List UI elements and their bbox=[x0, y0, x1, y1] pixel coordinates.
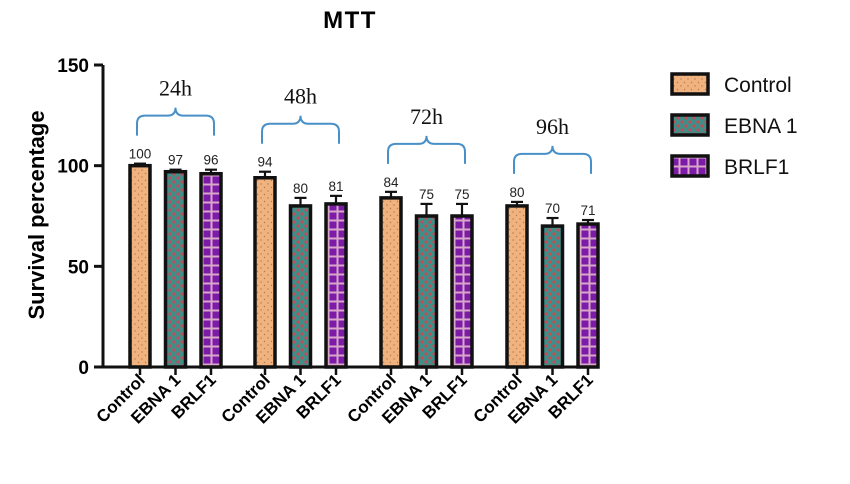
data-label: 70 bbox=[545, 201, 560, 216]
legend-label: Control bbox=[724, 74, 792, 97]
data-label: 71 bbox=[580, 203, 595, 218]
bar-2-0 bbox=[379, 196, 403, 369]
group-bracket bbox=[136, 107, 215, 136]
bar-2-2 bbox=[450, 214, 474, 369]
legend-swatch-1 bbox=[670, 113, 710, 137]
data-label: 84 bbox=[383, 175, 399, 190]
group-bracket bbox=[513, 145, 592, 174]
y-tick-label: 50 bbox=[68, 257, 89, 278]
y-tick-label: 100 bbox=[57, 157, 89, 178]
bar-1-1 bbox=[288, 204, 313, 369]
group-label: 48h bbox=[284, 84, 317, 109]
data-label: 75 bbox=[454, 187, 469, 202]
legend: Control EBNA 1 BRLF1 bbox=[670, 72, 798, 179]
legend-swatch-2 bbox=[670, 154, 710, 178]
data-label: 100 bbox=[129, 147, 152, 162]
data-label: 80 bbox=[509, 185, 524, 200]
data-label: 80 bbox=[293, 181, 308, 196]
legend-swatch-0 bbox=[670, 72, 710, 96]
bar-3-1 bbox=[540, 224, 565, 369]
group-label: 72h bbox=[410, 104, 443, 129]
legend-label: BRLF1 bbox=[724, 156, 789, 179]
group-label: 24h bbox=[159, 76, 192, 101]
data-label: 94 bbox=[257, 155, 273, 170]
bar-2-1 bbox=[414, 214, 439, 369]
bar-0-2 bbox=[199, 171, 223, 369]
data-label: 81 bbox=[328, 179, 343, 194]
group-bracket bbox=[261, 115, 340, 144]
y-axis: 0 50 100 150 bbox=[57, 56, 105, 379]
bar-3-0 bbox=[505, 204, 529, 369]
legend-label: EBNA 1 bbox=[724, 115, 798, 138]
data-label: 75 bbox=[419, 187, 434, 202]
y-tick-label: 0 bbox=[78, 358, 89, 379]
bar-0-0 bbox=[128, 163, 152, 369]
data-label: 96 bbox=[203, 153, 218, 168]
bar-1-0 bbox=[253, 175, 277, 369]
data-label: 97 bbox=[168, 153, 183, 168]
bar-3-2 bbox=[576, 222, 600, 369]
group-brackets: 24h 48h 72h 96h bbox=[136, 76, 592, 174]
y-tick-label: 150 bbox=[57, 56, 89, 77]
bar-1-2 bbox=[324, 202, 348, 369]
bars: 100 97 96 94 80 81 84 75 75 80 70 71 bbox=[128, 147, 600, 369]
bar-0-1 bbox=[163, 169, 188, 369]
y-axis-title: Survival percentage bbox=[24, 110, 49, 319]
group-label: 96h bbox=[536, 114, 569, 139]
chart-title: MTT bbox=[323, 7, 377, 34]
group-bracket bbox=[387, 135, 466, 164]
